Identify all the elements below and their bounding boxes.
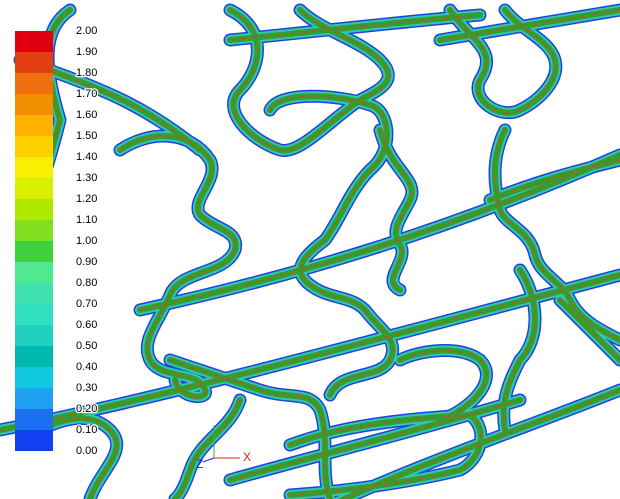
scale-label: 0.20 [76, 403, 97, 415]
scale-label: 1.50 [76, 130, 97, 142]
scale-label: 1.30 [76, 172, 97, 184]
color-swatch [15, 388, 53, 409]
scale-label: 1.10 [76, 214, 97, 226]
scale-label: 0.50 [76, 340, 97, 352]
color-swatch [15, 346, 53, 367]
scale-label: 1.00 [76, 235, 97, 247]
z-label: Z [196, 457, 203, 471]
color-swatch [15, 220, 53, 241]
scale-label: 1.40 [76, 151, 97, 163]
color-swatch [15, 325, 53, 346]
scale-label: 0.80 [76, 277, 97, 289]
color-swatch [15, 178, 53, 199]
color-swatch [15, 283, 53, 304]
color-swatch [15, 199, 53, 220]
scale-label: 1.60 [76, 109, 97, 121]
scale-label: 1.20 [76, 193, 97, 205]
color-swatch [15, 304, 53, 325]
color-swatch [15, 367, 53, 388]
scale-label: 0.60 [76, 319, 97, 331]
scale-label: 0.00 [76, 445, 97, 457]
color-swatch [15, 262, 53, 283]
color-swatch [15, 409, 53, 430]
color-swatch [15, 94, 53, 115]
color-swatch [15, 73, 53, 94]
viewport: 2.00 1.90 1.80 1.70 1.60 1.50 1.40 1.30 1.20 1.10… [0, 0, 620, 499]
color-swatch [15, 115, 53, 136]
color-swatch [15, 430, 53, 451]
scale-label: 0.70 [76, 298, 97, 310]
color-swatch [15, 136, 53, 157]
scale-label: 1.80 [76, 67, 97, 79]
scale-label: 0.10 [76, 424, 97, 436]
x-label: X [243, 450, 251, 464]
scale-label: 0.90 [76, 256, 97, 268]
color-swatch [15, 52, 53, 73]
scale-label: 0.30 [76, 382, 97, 394]
color-swatch [15, 241, 53, 262]
color-swatch [15, 157, 53, 178]
scale-label: 1.70 [76, 88, 97, 100]
scale-label: 2.00 [76, 25, 97, 37]
scale-label: 0.40 [76, 361, 97, 373]
scale-label: 1.90 [76, 46, 97, 58]
z-axis [203, 458, 214, 462]
color-swatch [15, 31, 53, 52]
